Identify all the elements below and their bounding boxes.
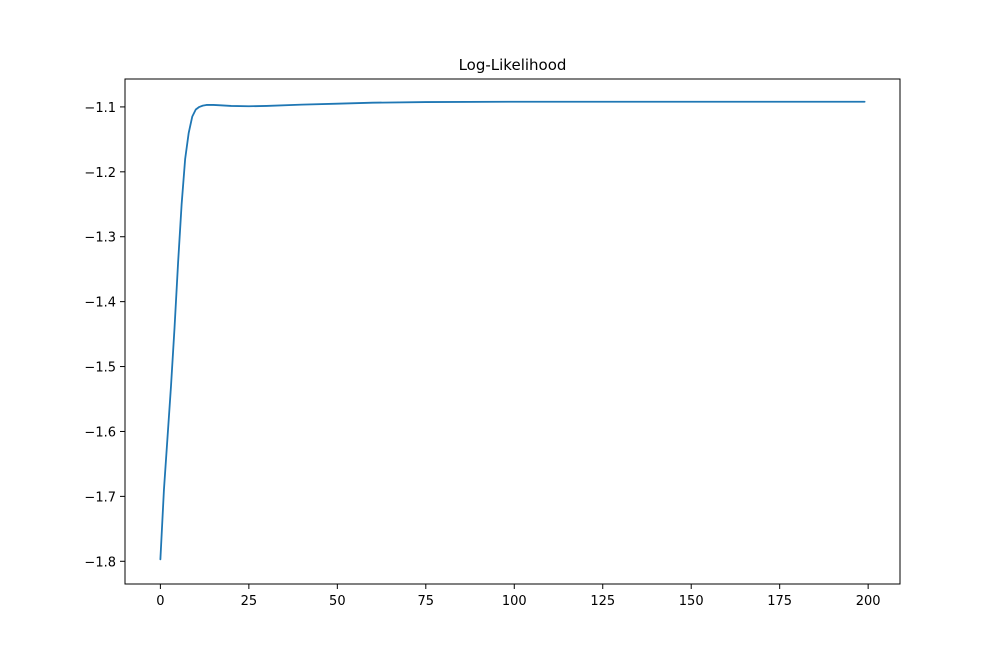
x-tick-label-1: 25	[241, 594, 258, 609]
y-tick-label-2: −1.6	[84, 425, 116, 440]
x-tick-label-0: 0	[156, 594, 164, 609]
series-layer	[159, 100, 866, 561]
y-tick-label-7: −1.1	[84, 101, 116, 116]
x-tick-label-6: 150	[679, 594, 704, 609]
x-tick-label-7: 175	[767, 594, 792, 609]
y-tick-label-6: −1.2	[84, 166, 116, 181]
series-line-0	[159, 100, 866, 561]
y-tick-label-5: −1.3	[84, 231, 116, 246]
plot-border	[124, 78, 901, 585]
y-tick-label-4: −1.4	[84, 296, 116, 311]
y-tick-label-1: −1.7	[84, 490, 116, 505]
x-tick-label-8: 200	[856, 594, 881, 609]
y-tick-label-3: −1.5	[84, 361, 116, 376]
x-tick-label-2: 50	[329, 594, 346, 609]
y-tick-label-0: −1.8	[84, 555, 116, 570]
chart-title: Log-Likelihood	[459, 56, 567, 74]
x-tick-label-3: 75	[418, 594, 435, 609]
x-tick-label-5: 125	[590, 594, 615, 609]
x-tick-label-4: 100	[502, 594, 527, 609]
plot-area	[125, 79, 900, 584]
axes: 0 25 50 75 100 125 150 175 200 −1.8 −1.7 −1.6 −1.5 −1…	[84, 101, 880, 609]
